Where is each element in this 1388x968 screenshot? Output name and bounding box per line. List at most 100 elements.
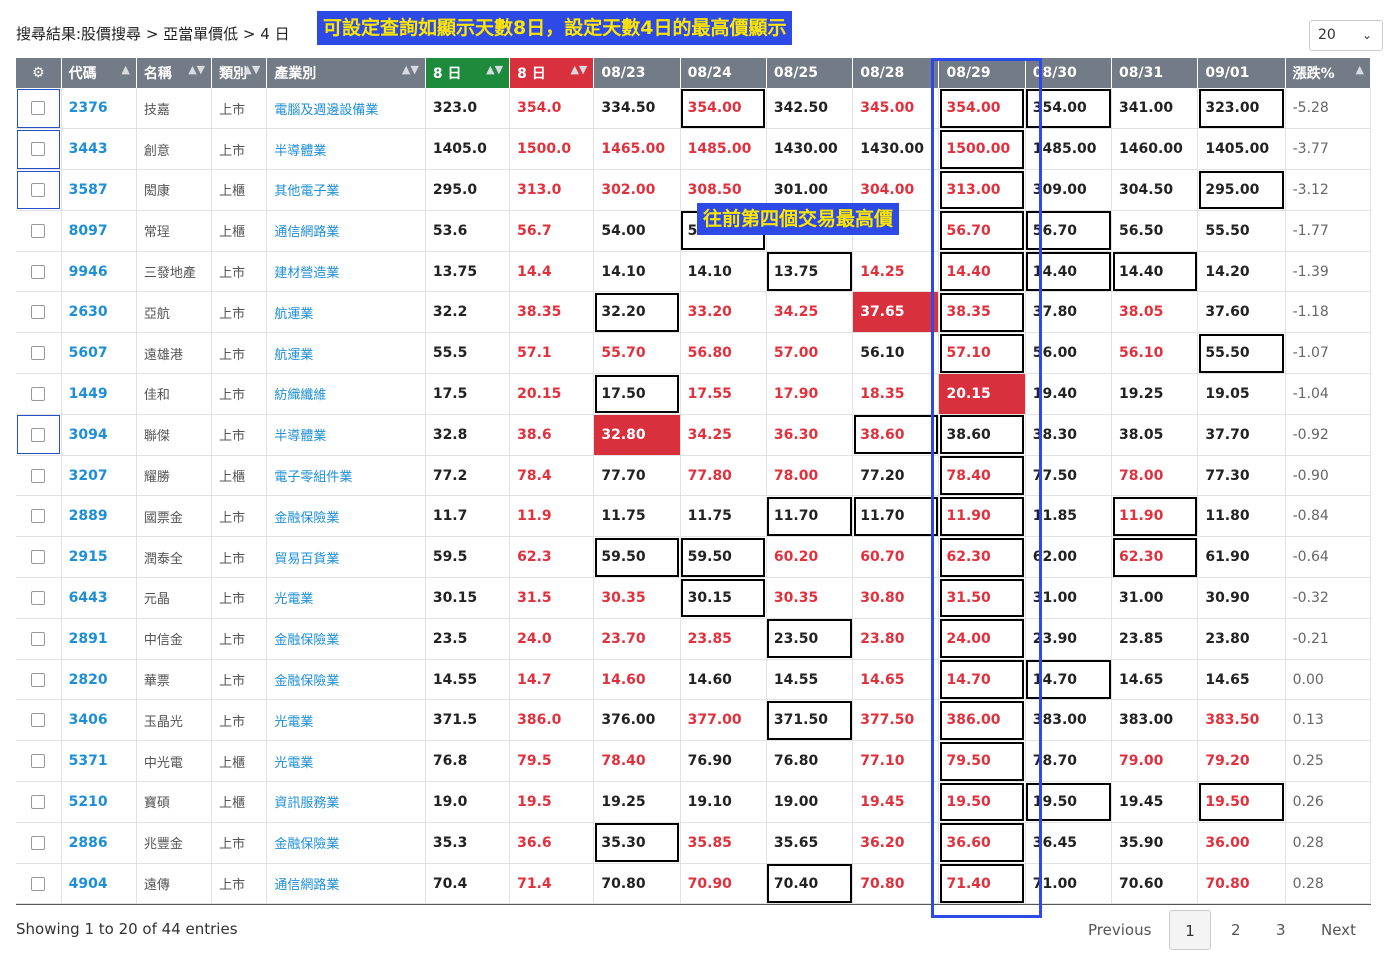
row-checkbox-cell[interactable] (16, 781, 62, 823)
industry-cell[interactable]: 光電業 (266, 577, 426, 619)
row-checkbox[interactable] (31, 713, 46, 728)
row-checkbox[interactable] (31, 386, 46, 401)
col-header-change[interactable]: 漲跌% ▲ (1285, 58, 1372, 88)
stock-code-cell[interactable]: 3207 (61, 455, 137, 497)
stock-code-cell[interactable]: 8097 (61, 210, 137, 252)
col-header-date[interactable]: 08/28 (852, 58, 940, 88)
row-checkbox[interactable] (31, 835, 46, 850)
next-button[interactable]: Next (1321, 921, 1356, 939)
row-checkbox-cell[interactable] (16, 536, 62, 579)
stock-code-link[interactable]: 2915 (68, 549, 108, 566)
stock-code-cell[interactable]: 2889 (61, 495, 137, 538)
industry-link[interactable]: 光電業 (274, 714, 314, 730)
stock-code-link[interactable]: 1449 (68, 385, 108, 402)
row-checkbox[interactable] (31, 754, 46, 769)
industry-link[interactable]: 資訊服務業 (274, 796, 340, 812)
industry-link[interactable]: 電子零組件業 (274, 470, 353, 486)
stock-code-link[interactable]: 3207 (68, 467, 108, 484)
industry-link[interactable]: 金融保險業 (274, 633, 340, 649)
industry-link[interactable]: 貿易百貨業 (274, 551, 340, 567)
row-checkbox[interactable] (31, 305, 46, 320)
row-checkbox[interactable] (31, 672, 46, 687)
row-checkbox-cell[interactable] (16, 740, 62, 783)
row-checkbox[interactable] (31, 468, 46, 483)
industry-link[interactable]: 電腦及週邊設備業 (274, 102, 379, 118)
row-checkbox[interactable] (31, 876, 46, 891)
col-header-8d-low[interactable]: 8 日 ▲▼ (425, 58, 511, 88)
stock-code-link[interactable]: 2376 (68, 100, 108, 117)
stock-code-cell[interactable]: 1449 (61, 373, 137, 415)
industry-link[interactable]: 光電業 (274, 592, 314, 608)
row-checkbox[interactable] (31, 264, 46, 279)
col-header-industry[interactable]: 產業別 ▲▼ (266, 58, 426, 88)
industry-link[interactable]: 紡織纖維 (274, 388, 327, 404)
industry-cell[interactable]: 其他電子業 (266, 169, 426, 211)
stock-code-link[interactable]: 3406 (68, 712, 108, 729)
col-header-date[interactable]: 08/25 (766, 58, 854, 88)
stock-code-link[interactable]: 2889 (68, 508, 108, 525)
row-checkbox-cell[interactable] (16, 455, 62, 497)
row-checkbox-cell[interactable] (16, 618, 62, 660)
stock-code-cell[interactable]: 2630 (61, 291, 137, 334)
row-checkbox-cell[interactable] (16, 414, 62, 456)
industry-cell[interactable]: 光電業 (266, 740, 426, 783)
row-checkbox-cell[interactable] (16, 863, 62, 905)
industry-cell[interactable]: 電腦及週邊設備業 (266, 88, 426, 130)
industry-link[interactable]: 航運業 (274, 347, 314, 363)
row-checkbox[interactable] (31, 427, 46, 442)
row-checkbox-cell[interactable] (16, 88, 62, 130)
col-header-date[interactable]: 08/24 (680, 58, 767, 88)
row-checkbox[interactable] (31, 794, 46, 809)
industry-cell[interactable]: 通信網路業 (266, 210, 426, 252)
industry-cell[interactable]: 金融保險業 (266, 618, 426, 660)
stock-code-cell[interactable]: 3406 (61, 699, 137, 742)
stock-code-link[interactable]: 2820 (68, 671, 108, 688)
row-checkbox[interactable] (31, 101, 46, 116)
stock-code-link[interactable]: 2630 (68, 304, 108, 321)
row-checkbox-cell[interactable] (16, 699, 62, 742)
col-header-date[interactable]: 08/23 (593, 58, 681, 88)
stock-code-link[interactable]: 3094 (68, 426, 108, 443)
page-button-3[interactable]: 3 (1276, 921, 1286, 939)
industry-link[interactable]: 半導體業 (274, 429, 327, 445)
col-header-date[interactable]: 08/29 (938, 58, 1026, 88)
col-header-name[interactable]: 名稱 ▲▼ (136, 58, 213, 88)
stock-code-cell[interactable]: 2891 (61, 618, 137, 660)
row-checkbox[interactable] (31, 550, 46, 565)
stock-code-cell[interactable]: 2820 (61, 659, 137, 701)
stock-code-link[interactable]: 8097 (68, 222, 108, 239)
row-checkbox-cell[interactable] (16, 822, 62, 864)
gear-icon[interactable]: ⚙ (32, 65, 45, 81)
row-checkbox-cell[interactable] (16, 251, 62, 293)
industry-link[interactable]: 通信網路業 (274, 878, 340, 894)
row-checkbox[interactable] (31, 182, 46, 197)
stock-code-link[interactable]: 5371 (68, 753, 108, 770)
col-header-type[interactable]: 類別 ▲▼ (211, 58, 268, 88)
stock-code-cell[interactable]: 3094 (61, 414, 137, 456)
industry-cell[interactable]: 金融保險業 (266, 822, 426, 864)
stock-code-link[interactable]: 3587 (68, 181, 108, 198)
industry-link[interactable]: 金融保險業 (274, 837, 340, 853)
stock-code-cell[interactable]: 9946 (61, 251, 137, 293)
settings-column-header[interactable]: ⚙ (16, 58, 62, 88)
stock-code-cell[interactable]: 4904 (61, 863, 137, 905)
industry-cell[interactable]: 金融保險業 (266, 495, 426, 538)
row-checkbox[interactable] (31, 346, 46, 361)
stock-code-link[interactable]: 2891 (68, 630, 108, 647)
row-checkbox-cell[interactable] (16, 291, 62, 334)
stock-code-link[interactable]: 6443 (68, 589, 108, 606)
stock-code-link[interactable]: 3443 (68, 141, 108, 158)
stock-code-cell[interactable]: 2915 (61, 536, 137, 579)
industry-link[interactable]: 通信網路業 (274, 225, 340, 241)
industry-cell[interactable]: 紡織纖維 (266, 373, 426, 415)
industry-cell[interactable]: 半導體業 (266, 128, 426, 171)
row-checkbox[interactable] (31, 509, 46, 524)
stock-code-cell[interactable]: 5607 (61, 332, 137, 375)
page-button-1[interactable]: 1 (1169, 910, 1211, 950)
previous-button[interactable]: Previous (1088, 921, 1152, 939)
stock-code-cell[interactable]: 2886 (61, 822, 137, 864)
industry-cell[interactable]: 通信網路業 (266, 863, 426, 905)
stock-code-link[interactable]: 2886 (68, 834, 108, 851)
industry-link[interactable]: 航運業 (274, 306, 314, 322)
row-checkbox-cell[interactable] (16, 332, 62, 375)
